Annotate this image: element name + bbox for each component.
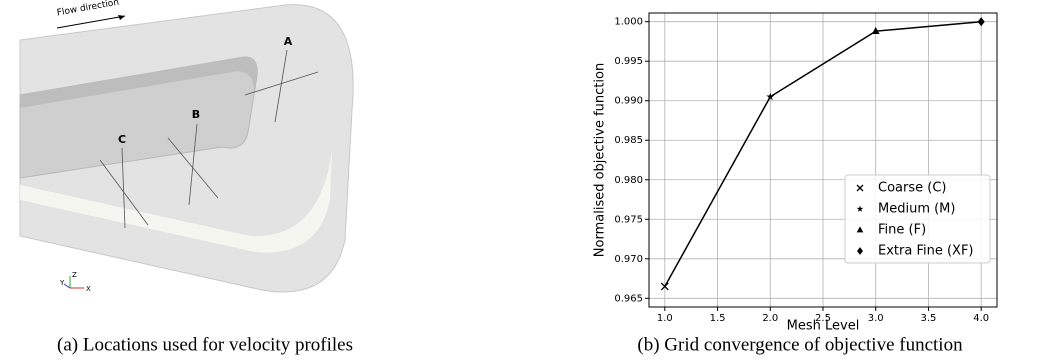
x-tick-label: 3.5 (921, 313, 937, 324)
y-tick-label: 0.970 (614, 254, 643, 265)
y-tick-label: 0.995 (614, 56, 643, 67)
legend-label: Fine (F) (878, 223, 926, 238)
triad-label: X (86, 285, 91, 293)
y-tick-label: 0.975 (614, 214, 643, 225)
caption: (a) Locations used for velocity profiles (57, 334, 353, 355)
y-tick-label: 0.965 (614, 293, 643, 304)
y-tick-label: 0.985 (614, 135, 643, 146)
data-point (978, 17, 985, 26)
flow-label: Flow direction (56, 0, 120, 18)
triad-label: Y (59, 279, 65, 287)
x-tick-label: 2.5 (815, 313, 831, 324)
axis-triad: Y Z X (59, 271, 91, 293)
caption: (b) Grid convergence of objective functi… (637, 334, 963, 355)
render: A B C Flow direction Y Z X (20, 0, 353, 293)
location-label: A (284, 35, 293, 48)
location-label: C (118, 133, 126, 146)
y-tick-label: 0.990 (614, 96, 643, 107)
y-tick-label: 0.980 (614, 175, 643, 186)
legend-label: Coarse (C) (878, 181, 946, 196)
flow-arrow (57, 16, 125, 28)
triad-label: Z (72, 271, 77, 279)
x-tick-label: 1.5 (710, 313, 726, 324)
location-label: B (192, 108, 200, 121)
x-tick-label: 2.0 (762, 313, 778, 324)
x-tick-label: 3.0 (868, 313, 884, 324)
x-tick-label: 1.0 (657, 313, 673, 324)
figure: A B C Flow direction Y Z X (a) Locations… (0, 0, 1052, 362)
legend-label: Medium (M) (878, 202, 955, 217)
y-axis-label: Normalised objective function (593, 63, 608, 257)
y-tick-label: 1.000 (614, 17, 643, 28)
legend-label: Extra Fine (XF) (878, 244, 974, 259)
x-tick-label: 4.0 (973, 313, 989, 324)
